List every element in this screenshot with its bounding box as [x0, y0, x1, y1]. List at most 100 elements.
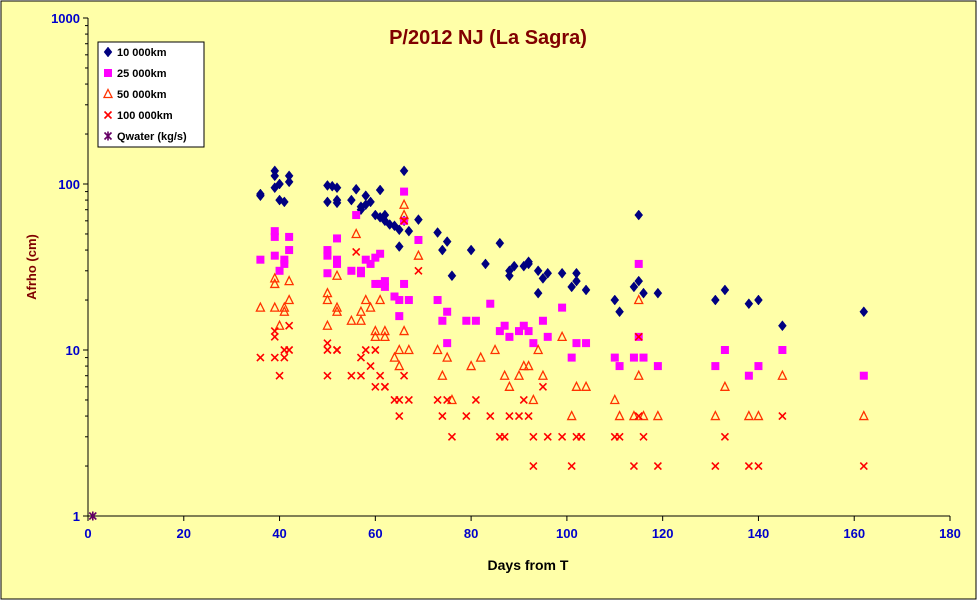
data-point	[379, 330, 390, 342]
data-point	[323, 251, 332, 260]
data-point	[543, 332, 552, 341]
data-point	[638, 410, 649, 421]
x-tick-label: 120	[652, 526, 674, 541]
data-point	[524, 258, 533, 270]
data-point	[442, 236, 452, 247]
data-point	[285, 345, 294, 355]
data-point	[719, 380, 730, 391]
data-point	[371, 253, 380, 262]
data-point	[333, 259, 342, 268]
data-point	[280, 196, 289, 208]
data-point	[256, 353, 265, 362]
data-point	[347, 194, 356, 206]
data-point	[500, 432, 509, 441]
data-point	[778, 346, 787, 354]
data-point	[395, 296, 404, 305]
data-point	[514, 411, 524, 421]
data-point	[322, 294, 333, 305]
data-point	[404, 296, 413, 305]
data-point	[352, 247, 361, 256]
y-tick-label: 10	[66, 343, 80, 358]
data-point	[859, 371, 868, 380]
x-tick-label: 60	[368, 526, 382, 541]
data-point	[379, 325, 390, 336]
data-point	[533, 344, 544, 355]
data-point	[481, 258, 490, 270]
data-point	[394, 224, 404, 236]
data-point	[571, 380, 582, 391]
data-point	[519, 395, 528, 405]
data-point	[331, 269, 343, 280]
data-point	[399, 325, 410, 336]
legend-box	[97, 41, 205, 148]
data-point	[652, 410, 663, 421]
data-point	[275, 178, 284, 190]
data-point	[433, 227, 442, 238]
data-point	[634, 275, 644, 287]
legend-label: 100 000km	[117, 110, 173, 122]
data-point	[376, 249, 385, 258]
data-point	[399, 209, 410, 220]
data-point	[486, 299, 495, 308]
data-point	[529, 339, 538, 348]
data-point	[366, 362, 375, 371]
data-point	[332, 182, 342, 194]
data-point	[399, 198, 410, 209]
data-point	[499, 369, 510, 380]
data-point	[323, 339, 332, 348]
data-point	[284, 176, 294, 188]
x-tick-label: 160	[843, 526, 865, 541]
data-point	[270, 227, 279, 236]
legend-label: 25 000km	[117, 68, 167, 80]
data-point	[284, 294, 295, 305]
x-tick-label: 100	[556, 526, 578, 541]
data-point	[505, 411, 514, 421]
legend-label: 50 000km	[117, 89, 167, 101]
data-point	[500, 321, 509, 330]
data-point	[582, 339, 591, 348]
data-point	[255, 301, 266, 312]
data-point	[404, 225, 414, 237]
data-point	[380, 382, 389, 391]
data-point	[513, 369, 525, 380]
data-point	[754, 461, 763, 471]
data-point	[394, 241, 404, 252]
data-point	[380, 277, 389, 286]
data-point	[653, 287, 663, 299]
data-point	[537, 369, 548, 380]
data-point	[533, 265, 543, 277]
data-point	[355, 305, 367, 316]
data-point	[361, 255, 370, 264]
data-point	[609, 394, 620, 405]
data-point	[538, 316, 547, 325]
data-point	[404, 395, 413, 405]
data-point	[394, 360, 405, 371]
data-point	[274, 319, 285, 330]
data-point	[610, 294, 620, 306]
data-point	[380, 282, 389, 291]
data-point	[269, 272, 280, 283]
data-point	[323, 345, 332, 355]
data-point	[285, 321, 294, 330]
legend-marker	[102, 88, 114, 99]
data-point	[567, 353, 576, 362]
data-point	[332, 197, 342, 209]
y-tick-label: 100	[58, 177, 80, 192]
data-point	[524, 327, 533, 336]
legend: 10 000km 25 000km 50 000km 100 000km Qwater …	[97, 41, 205, 148]
data-point	[495, 237, 505, 249]
data-point	[399, 165, 409, 177]
data-point	[519, 321, 528, 330]
data-point	[270, 353, 279, 362]
data-point	[443, 339, 452, 348]
data-point	[322, 319, 333, 330]
marks-layer	[88, 165, 869, 521]
data-point	[720, 432, 729, 441]
data-point	[471, 316, 480, 325]
data-point	[433, 296, 442, 305]
data-point	[557, 330, 568, 342]
data-point	[744, 461, 753, 471]
data-point	[442, 351, 453, 362]
data-point	[859, 461, 868, 471]
